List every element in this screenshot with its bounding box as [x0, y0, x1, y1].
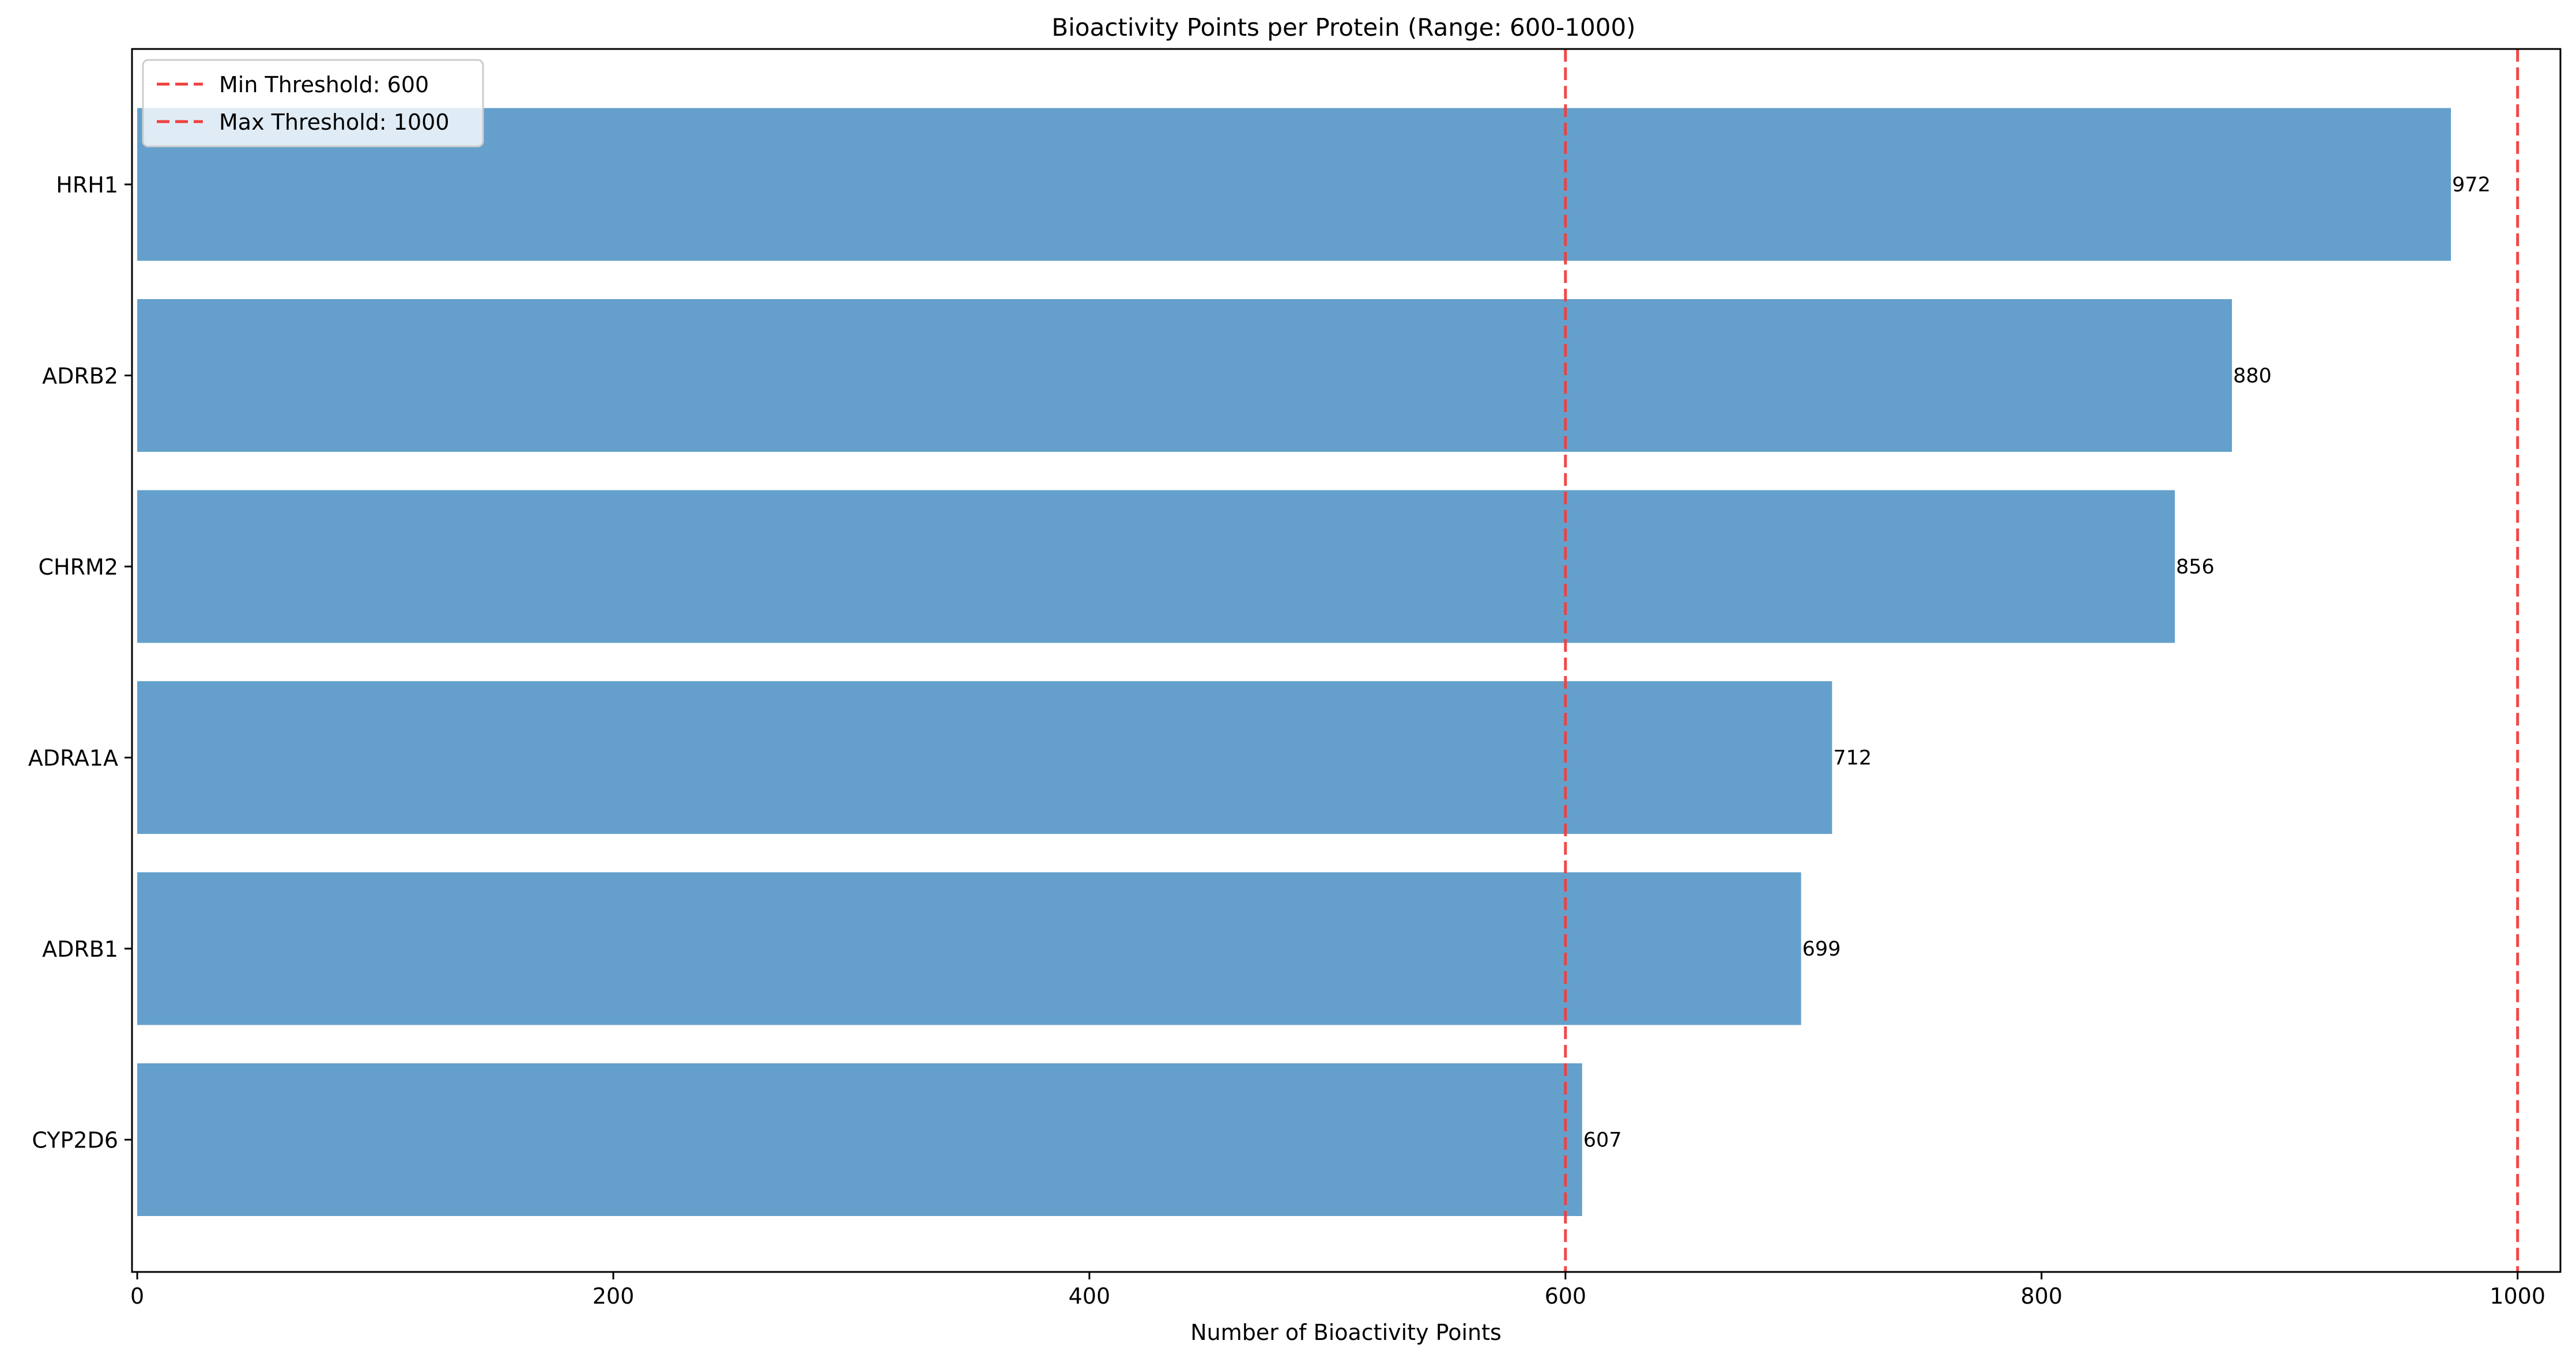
bar-adra1a	[137, 681, 1832, 834]
y-tick-label-adrb2: ADRB2	[42, 364, 118, 389]
axes-layer: HRH1 ADRB2 CHRM2 ADRA1A ADRB1 CYP2D6 0 200 400 60…	[28, 48, 2562, 1309]
legend-label-1: Min Threshold: 600	[219, 72, 429, 97]
legend-box	[142, 59, 484, 148]
x-tick-label-200: 200	[593, 1283, 635, 1309]
legend-label-2: Max Threshold: 1000	[219, 110, 450, 135]
bar-cyp2d6	[137, 1063, 1582, 1216]
x-tick-label-600: 600	[1545, 1283, 1587, 1309]
x-tick-label-800: 800	[2020, 1283, 2062, 1309]
x-tick-label-400: 400	[1069, 1283, 1111, 1309]
data-label-hrh1: 972	[2452, 173, 2491, 197]
y-tick-label-adrb1: ADRB1	[42, 937, 118, 962]
legend: Min Threshold: 600 Max Threshold: 1000	[142, 59, 484, 148]
bar-labels-layer: 972 880 856 712 699 607	[1583, 173, 2491, 1152]
y-tick-label-adra1a: ADRA1A	[28, 746, 118, 771]
bars-layer	[137, 108, 2451, 1216]
bar-hrh1	[137, 108, 2451, 261]
data-label-adrb2: 880	[2233, 365, 2272, 388]
data-label-adrb1: 699	[1802, 938, 1841, 961]
threshold-lines-layer	[1564, 49, 2520, 1272]
plot-frame	[131, 48, 2562, 1273]
x-axis-label: Number of Bioactivity Points	[1190, 1320, 1502, 1345]
bar-adrb1	[137, 872, 1801, 1025]
y-tick-label-hrh1: HRH1	[56, 172, 118, 198]
y-tick-label-cyp2d6: CYP2D6	[32, 1128, 118, 1153]
data-label-adra1a: 712	[1833, 747, 1872, 770]
chart-title: Bioactivity Points per Protein (Range: 6…	[1051, 13, 1635, 41]
x-tick-label-1000: 1000	[2490, 1283, 2545, 1309]
data-label-chrm2: 856	[2176, 556, 2215, 579]
x-tick-label-0: 0	[130, 1283, 144, 1309]
bar-adrb2	[137, 299, 2232, 452]
y-tick-label-chrm2: CHRM2	[39, 554, 118, 580]
bar-chrm2	[137, 490, 2175, 643]
data-label-cyp2d6: 607	[1583, 1129, 1622, 1152]
